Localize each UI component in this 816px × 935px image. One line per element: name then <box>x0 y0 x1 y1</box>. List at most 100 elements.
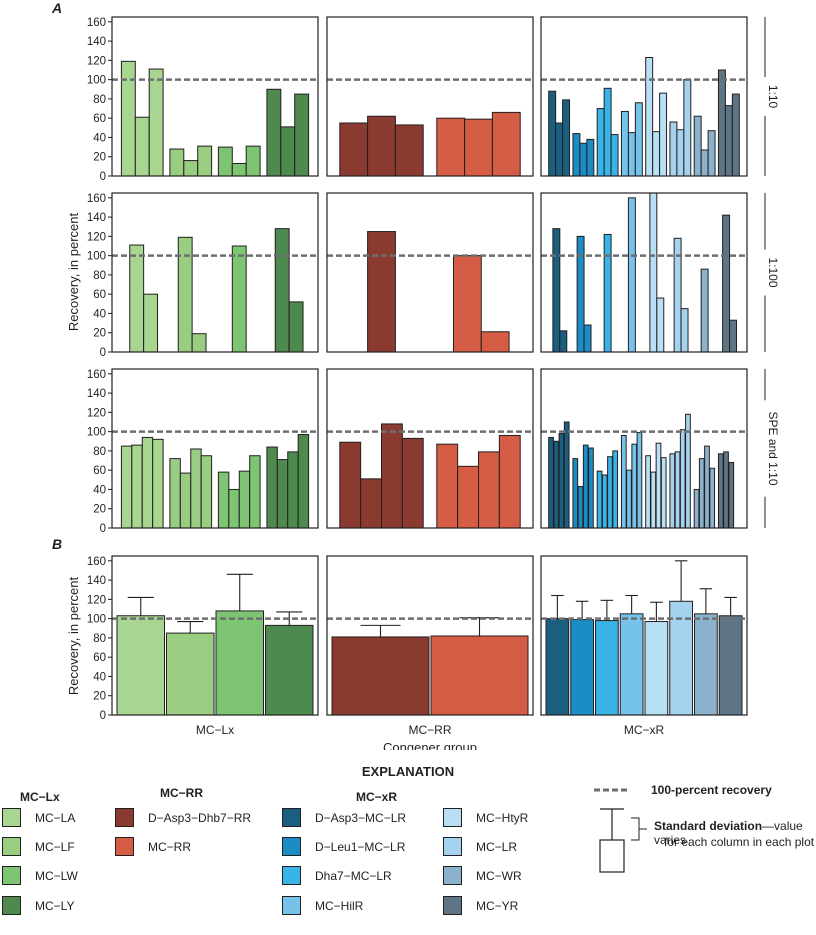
panel-a-1-10-mc-xr-bar-mc-lr-1 <box>676 129 685 177</box>
panel-a-spe-1-10-mc-lx-bar-mc-lf-1 <box>179 472 192 529</box>
panel-a-1-100-mc-lx-bar-mc-la-0 <box>129 244 145 353</box>
x-tick-label-mc-lx: MC−Lx <box>196 723 234 737</box>
panel-a-1-10-mc-lx-bar-mc-lf-2 <box>197 145 213 177</box>
panel-a-spe-1-10-mc-xr-bar-mc-hilr-3 <box>636 432 643 529</box>
panel-a-1-10-mc-lx-bar-mc-ly-0 <box>266 88 282 177</box>
panel-a-spe-1-10-mc-xr-bar-mc-hilr-0 <box>620 434 627 529</box>
panel-a-spe-1-10-mc-xr-bar-mc-hilr-1 <box>626 469 632 529</box>
panel-a-1-10-mc-xr-bar-d-leu1-mc-lr-0 <box>572 133 581 177</box>
legend-item-mc-wr: MC−WR <box>443 866 522 885</box>
recovery-note: 100-percent recovery <box>651 783 772 797</box>
panel-a-1-100-mc-xr-bar-d-leu1-mc-lr-1 <box>583 324 592 353</box>
x-tick-label-mc-xr: MC−xR <box>624 723 665 737</box>
panel-a-spe-1-10-mc-rr-bar-mc-rr-2 <box>478 451 500 529</box>
panel-a-1-100-mc-lx-tick-label-100: 100 <box>87 251 106 263</box>
panel-a-1-100-mc-lx-bar-mc-lf-1 <box>191 333 207 353</box>
panel-a-spe-1-10-mc-rr-bar-mc-rr-3 <box>498 434 521 529</box>
legend-swatch <box>443 808 462 827</box>
panel-a-1-100-mc-xr-bar-dha7-mc-lr-0 <box>603 233 612 353</box>
panel-a-1-10-mc-xr-bar-d-leu1-mc-lr-1 <box>579 142 588 177</box>
panel-a-1-10-mc-rr-bar-d-asp3-dhb7-rr-0 <box>339 122 369 177</box>
legend-label: MC−LA <box>35 810 76 825</box>
legend-label: MC−LR <box>476 839 518 854</box>
panel-a-spe-1-10-mc-xr-bar-d-asp3-mc-lr-1 <box>553 440 560 529</box>
legend-swatch <box>282 866 301 885</box>
panel-a-1-10-mc-xr-bar-mc-htyr-1 <box>652 131 661 177</box>
panel-a-spe-1-10-mc-xr-bar-d-asp3-mc-lr-2 <box>558 433 565 529</box>
legend-swatch <box>2 808 21 827</box>
panel-a-spe-1-10-mc-lx-bar-mc-ly-2 <box>287 451 299 529</box>
legend-swatch <box>115 808 134 827</box>
panel-a-spe-1-10-mc-lx-bar-mc-la-0 <box>120 445 133 529</box>
legend-group-mc-lx: MC−Lx <box>20 790 60 804</box>
panel-a-1-100-mc-xr-bar-mc-htyr-1 <box>656 297 665 353</box>
panel-b-mc-lx-bar-mc-lf <box>166 632 215 716</box>
panel-a-1-10-mc-rr-bar-d-asp3-dhb7-rr-2 <box>394 124 424 177</box>
panel-a-1-10-mc-lx-bar-mc-ly-2 <box>294 93 310 177</box>
panel-a-spe-1-10-mc-xr-bar-d-leu1-mc-lr-2 <box>582 444 589 529</box>
legend-label: MC−LF <box>35 839 75 854</box>
panel-a-spe-1-10-mc-xr-bar-mc-htyr-2 <box>655 442 662 529</box>
panel-a-spe-1-10-mc-xr-bar-mc-htyr-0 <box>645 455 651 529</box>
panel-a-1-10-mc-lx-tick-label-120: 120 <box>87 55 106 67</box>
legend-swatch <box>115 837 134 856</box>
legend-swatch <box>282 808 301 827</box>
legend-label: Dha7−MC−LR <box>315 868 392 883</box>
panel-b-mc-xr-bar-d-asp3-mc-lr <box>545 618 570 716</box>
legend-swatch <box>443 896 462 915</box>
panel-a-spe-1-10-mc-lx-tick-label-120: 120 <box>87 407 106 419</box>
standard-deviation-icon <box>599 808 647 873</box>
row-label-spe-1-10: SPE and 1:10 <box>766 411 780 485</box>
legend-label: MC−HtyR <box>476 810 529 825</box>
panel-a-spe-1-10-mc-xr-bar-mc-hilr-2 <box>631 443 638 529</box>
legend-item-mc-yr: MC−YR <box>443 896 518 915</box>
panel-a-1-10-mc-rr-bar-mc-rr-1 <box>464 118 493 177</box>
legend-label: MC−RR <box>148 839 192 854</box>
legend-item-mc-lr: MC−LR <box>443 837 517 856</box>
panel-a-1-100-mc-lx-tick-label-40: 40 <box>93 308 106 320</box>
panel-a-spe-1-10-mc-xr-bar-d-leu1-mc-lr-0 <box>572 458 579 529</box>
panel-a-spe-1-10-mc-lx-bar-mc-ly-1 <box>276 459 289 529</box>
panel-label-a: A <box>51 0 62 16</box>
panel-a-1-10-mc-lx-bar-mc-lw-2 <box>245 145 261 177</box>
panel-a-1-10-mc-rr-bar-mc-rr-2 <box>491 111 521 177</box>
panel-a-spe-1-10-mc-lx-tick-label-60: 60 <box>93 465 106 477</box>
legend-item-dha7-mc-lr: Dha7−MC−LR <box>282 866 392 885</box>
legend-item-mc-la: MC−LA <box>2 808 75 827</box>
panel-a-1-10-mc-lx-bar-mc-lf-1 <box>183 160 199 177</box>
row-label-1-10: 1:10 <box>766 85 780 109</box>
panel-a-1-10-mc-xr-bar-mc-yr-2 <box>731 93 740 177</box>
panel-a-1-10-mc-lx-frame <box>111 16 319 177</box>
panel-a-spe-1-10-mc-lx-tick-label-140: 140 <box>87 388 106 400</box>
panel-a-1-10-mc-xr-bar-mc-hilr-0 <box>620 110 629 177</box>
panel-a-1-10-mc-rr-bar-mc-rr-0 <box>436 117 466 177</box>
panel-a-spe-1-10-mc-rr-bar-mc-rr-0 <box>436 443 459 529</box>
row-label-bg-1-100 <box>758 249 772 296</box>
legend-label: MC−LY <box>35 898 75 913</box>
panel-b-mc-rr-bar-mc-rr <box>430 635 529 716</box>
panel-a-spe-1-10-mc-xr-bar-mc-wr-2 <box>704 445 710 529</box>
panel-a-1-100-mc-xr-bar-mc-yr-0 <box>722 214 731 353</box>
panel-b-mc-xr-bar-dha7-mc-lr <box>595 620 619 716</box>
panel-a-spe-1-10-mc-xr-bar-dha7-mc-lr-2 <box>607 456 613 529</box>
panel-a-spe-1-10-mc-xr-bar-mc-wr-1 <box>698 458 705 529</box>
panel-a-spe-1-10-mc-xr-bar-mc-htyr-1 <box>650 471 657 529</box>
legend-item-mc-hilr: MC−HilR <box>282 896 363 915</box>
panel-a-spe-1-10-mc-xr-bar-mc-lr-0 <box>669 453 676 529</box>
panel-a-1-10-mc-lx-tick-label-0: 0 <box>100 171 106 183</box>
panel-b-mc-xr-bar-d-leu1-mc-lr <box>570 619 594 716</box>
panel-a-1-10-mc-xr-bar-d-asp3-mc-lr-0 <box>548 90 557 177</box>
panel-a-spe-1-10-mc-lx-tick-label-40: 40 <box>93 484 106 496</box>
panel-a-1-100-mc-lx-tick-label-160: 160 <box>87 193 106 205</box>
sd-note-line2: for each column in each plot <box>664 835 815 849</box>
legend-swatch <box>282 896 301 915</box>
panel-a-spe-1-10-mc-xr-bar-dha7-mc-lr-1 <box>601 474 608 529</box>
x-axis-title: Congener group <box>383 740 477 750</box>
panel-b-mc-lx-bar-mc-la <box>116 615 165 716</box>
panel-a-spe-1-10-mc-lx-bar-mc-la-1 <box>131 444 143 529</box>
panel-a-spe-1-10-mc-xr-bar-mc-yr-2 <box>728 461 735 529</box>
panel-a-1-100-mc-xr-bar-mc-yr-1 <box>729 319 738 353</box>
panel-a-spe-1-10-mc-lx-bar-mc-lf-3 <box>200 455 213 529</box>
explanation-legend: EXPLANATION MC−Lx MC−LA MC−LF MC−LW MC−L… <box>0 750 816 935</box>
panel-a-spe-1-10-mc-xr-bar-d-leu1-mc-lr-3 <box>588 447 594 529</box>
